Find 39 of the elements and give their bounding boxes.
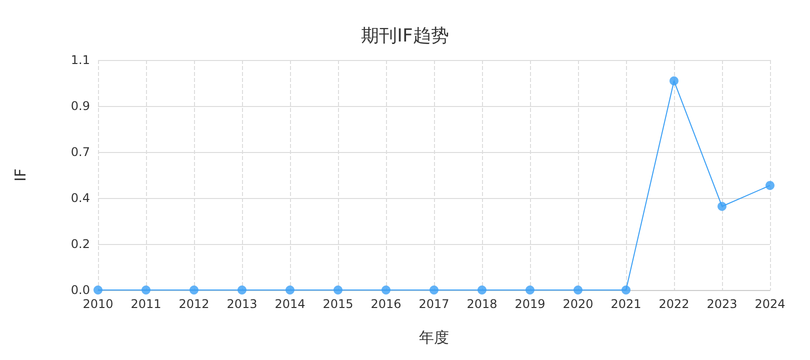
point [718,202,726,211]
chart-title: 期刊IF趋势 [361,26,449,46]
y-axis-title: IF [12,168,30,182]
x-tick-label: 2020 [562,297,594,311]
x-tick-label: 2016 [370,297,402,311]
x-tick-label: 2019 [514,297,546,311]
point [670,76,678,86]
point [334,286,342,294]
y-tick-label: 0.2 [70,237,90,251]
point [238,286,246,294]
point [574,286,582,294]
y-tick-label: 0.0 [70,283,90,297]
point [190,286,198,294]
x-tick-label: 2024 [754,297,786,311]
x-tick-label: 2021 [610,297,642,311]
y-tick-label: 0.4 [70,191,90,205]
x-tick-label: 2011 [130,297,162,311]
x-tick-label: 2022 [658,297,690,311]
point [142,286,150,294]
x-tick-label: 2015 [322,297,354,311]
point [94,286,102,294]
point [478,286,486,294]
point [286,286,294,294]
x-tick-label: 2012 [178,297,210,311]
point [382,286,390,294]
point [430,286,438,294]
x-tick-label: 2023 [706,297,738,311]
x-tick-label: 2014 [274,297,306,311]
x-tick-label: 2018 [466,297,498,311]
x-tick-label: 2010 [82,297,114,311]
y-tick-label: 0.7 [70,145,90,159]
y-tick-label: 0.9 [70,99,90,113]
x-axis-title: 年度 [419,328,449,346]
point [526,286,534,294]
y-tick-label: 1.1 [70,53,90,67]
x-tick-label: 2013 [226,297,258,311]
x-tick-label: 2017 [418,297,450,311]
point [766,180,774,190]
point [622,286,630,294]
